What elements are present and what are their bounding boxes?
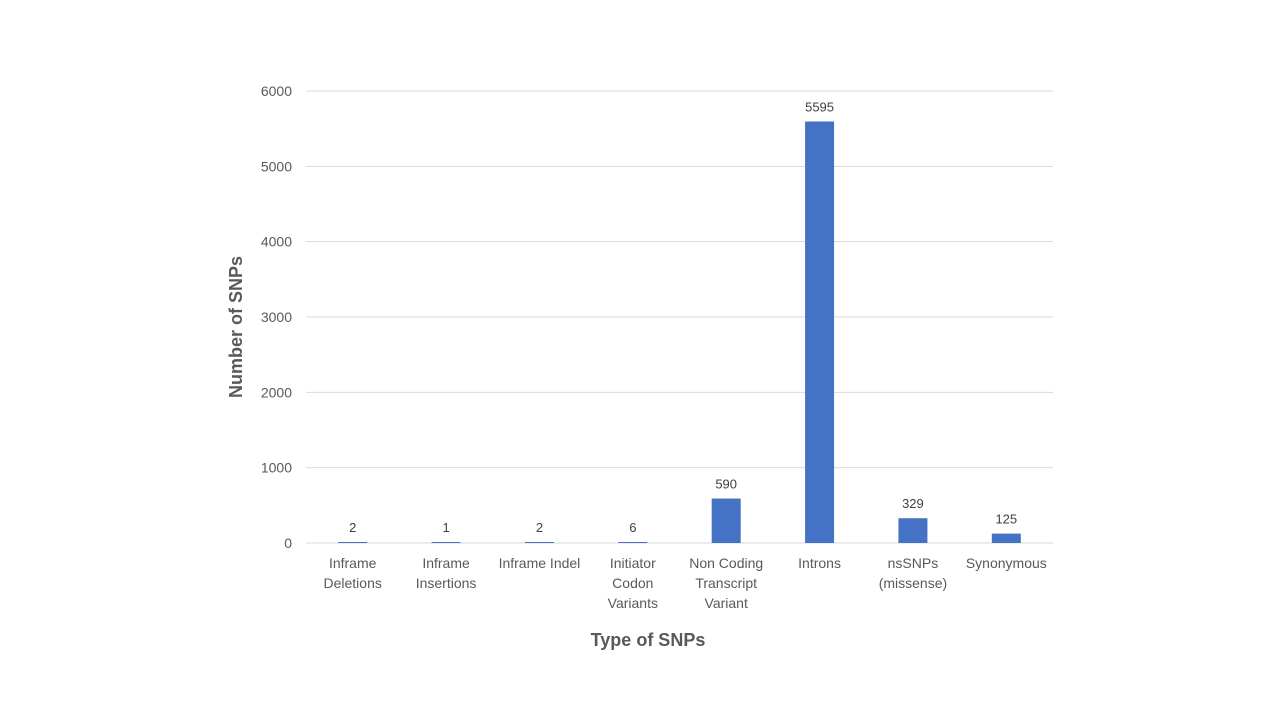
data-label: 125	[995, 512, 1017, 527]
data-label: 1	[442, 520, 449, 535]
category-label: (missense)	[879, 575, 947, 591]
y-tick-label: 0	[284, 535, 292, 551]
category-label: Inframe	[422, 555, 470, 571]
bar	[431, 542, 461, 543]
y-tick-label: 3000	[261, 309, 292, 325]
category-label: Variants	[608, 595, 658, 611]
y-axis-title: Number of SNPs	[226, 256, 246, 398]
category-label: Variant	[705, 595, 748, 611]
bar	[805, 121, 835, 543]
data-label: 6	[629, 520, 636, 535]
bars	[338, 121, 1021, 543]
y-axis-ticks: 0 1000 2000 3000 4000 5000 6000	[261, 83, 292, 551]
bar	[338, 542, 368, 543]
category-label: Initiator	[610, 555, 656, 571]
category-label: Transcript	[695, 575, 757, 591]
data-labels: 2 1 2 6 590 5595 329 125	[349, 100, 1017, 535]
bar	[524, 542, 554, 543]
category-label: Synonymous	[966, 555, 1047, 571]
category-label: Non Coding	[689, 555, 763, 571]
y-tick-label: 6000	[261, 83, 292, 99]
bar	[618, 542, 648, 543]
y-tick-label: 2000	[261, 384, 292, 400]
category-label: Introns	[798, 555, 841, 571]
category-label: nsSNPs	[888, 555, 939, 571]
data-label: 2	[536, 520, 543, 535]
x-axis-title: Type of SNPs	[591, 630, 706, 650]
y-tick-label: 1000	[261, 460, 292, 476]
bar	[898, 518, 928, 543]
bar	[991, 533, 1021, 543]
category-label: Codon	[612, 575, 653, 591]
category-label: Insertions	[416, 575, 477, 591]
y-tick-label: 5000	[261, 158, 292, 174]
data-label: 590	[715, 477, 737, 492]
data-label: 2	[349, 520, 356, 535]
gridlines	[306, 90, 1053, 544]
data-label: 329	[902, 496, 924, 511]
bar	[711, 498, 741, 543]
y-tick-label: 4000	[261, 234, 292, 250]
data-label: 5595	[805, 100, 834, 115]
category-label: Inframe Indel	[499, 555, 581, 571]
x-axis-categories: Inframe Deletions Inframe Insertions Inframe…	[324, 555, 1047, 611]
category-label: Inframe	[329, 555, 377, 571]
category-label: Deletions	[324, 575, 382, 591]
